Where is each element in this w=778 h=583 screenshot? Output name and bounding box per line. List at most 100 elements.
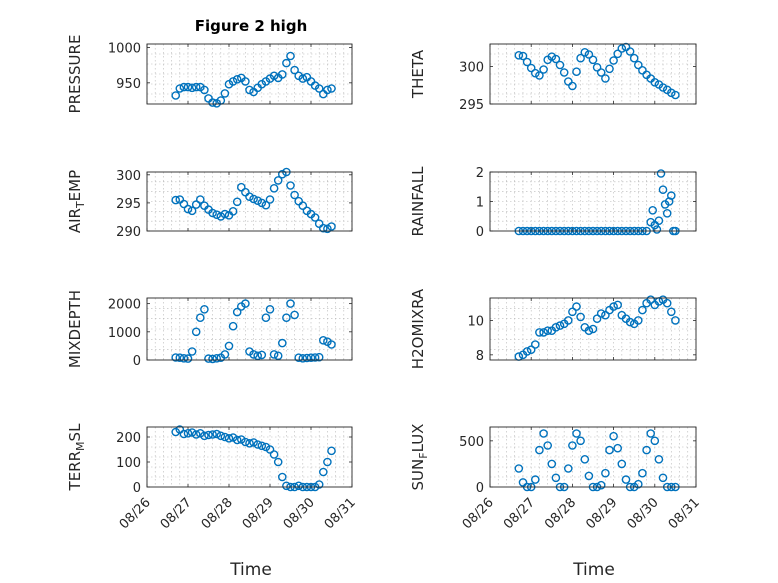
axes-frame (146, 43, 353, 105)
data-point (290, 310, 299, 320)
data-point (658, 185, 668, 194)
x-tick-label: 08/26 (460, 495, 497, 532)
data-point (658, 83, 668, 92)
data-point (183, 204, 193, 214)
data-point (306, 353, 316, 363)
y-axis-label: H2OMIXRA (409, 288, 427, 369)
data-point (596, 68, 606, 77)
data-point (514, 464, 524, 473)
y-tick-label: 8 (476, 349, 484, 364)
y-axis-label: THETA (409, 49, 427, 99)
data-point (228, 77, 238, 86)
data-point (269, 183, 279, 193)
data-point (576, 436, 585, 446)
y-tick-label: 290 (116, 225, 141, 240)
data-point (588, 55, 598, 65)
data-point (539, 328, 548, 337)
data-point (187, 428, 197, 437)
data-point (195, 313, 205, 323)
data-point (522, 57, 532, 67)
y-tick-label: 2 (476, 166, 484, 181)
data-point (327, 446, 336, 456)
data-point (318, 467, 328, 477)
data-point (514, 51, 524, 60)
data-point (294, 353, 304, 363)
data-point (175, 353, 185, 363)
data-point (187, 206, 197, 216)
data-point (191, 200, 201, 209)
data-point (613, 49, 623, 59)
data-point (257, 350, 267, 360)
data-point (277, 472, 287, 482)
y-axis-label: PRESSURE (66, 35, 84, 114)
data-point (290, 190, 299, 200)
data-point (621, 475, 631, 484)
data-point (265, 195, 275, 204)
data-point (208, 430, 217, 439)
data-point (646, 429, 656, 438)
x-tick-label: 08/30 (281, 495, 318, 532)
plot-area (147, 427, 352, 487)
subplot-mixdepth: 0 1000 2000 MIXDEPTH (66, 290, 353, 369)
data-point (531, 340, 540, 349)
data-point (294, 481, 304, 491)
data-point (220, 350, 230, 359)
data-point (323, 85, 332, 95)
data-point (551, 322, 561, 332)
data-point (171, 91, 180, 100)
y-tick-label: 1000 (108, 42, 141, 57)
data-point (327, 340, 336, 349)
data-point (249, 350, 258, 359)
plot-area (490, 172, 696, 231)
data-point (522, 347, 532, 356)
data-point (265, 304, 275, 314)
subplot-air-temp: 290 295 300 AIRTEMP (66, 167, 353, 240)
data-point (572, 429, 581, 438)
y-tick-label: 200 (116, 431, 141, 446)
data-point (245, 85, 254, 95)
data-point (551, 54, 561, 64)
data-point (662, 208, 672, 218)
data-point (200, 431, 209, 441)
chart-title: Figure 2 high (195, 17, 308, 35)
data-point (667, 307, 676, 317)
data-point (220, 209, 230, 219)
axes-frame (489, 43, 697, 105)
plot-area (147, 298, 352, 360)
axes-frame (146, 297, 353, 361)
data-point (609, 302, 618, 311)
data-point (236, 182, 246, 192)
data-point (179, 429, 189, 439)
subplot-terr-msl: 0 100 200 TERRMSL 08/26 08/27 08/28 08/29 08/30 0… (66, 423, 359, 532)
data-point (224, 433, 234, 443)
data-point (282, 58, 291, 68)
data-point (568, 441, 577, 450)
axes-frame (146, 171, 353, 232)
y-tick-label: 0 (476, 225, 484, 240)
data-point (547, 52, 557, 62)
data-point (535, 71, 544, 80)
data-point (568, 307, 577, 317)
data-point (216, 212, 226, 221)
data-point (241, 437, 250, 447)
data-point (609, 56, 618, 65)
data-point (531, 68, 540, 78)
data-point (634, 316, 643, 325)
data-point (318, 335, 328, 345)
data-point (559, 68, 569, 77)
data-point (596, 480, 606, 490)
data-point (648, 205, 658, 215)
data-point (609, 431, 618, 441)
data-point (535, 445, 544, 455)
data-point (535, 328, 544, 337)
data-point (228, 206, 238, 216)
data-point (613, 300, 623, 310)
data-point (286, 51, 295, 61)
x-tick-label: 08/29 (583, 495, 620, 532)
data-point (273, 351, 283, 361)
axes-frame (146, 426, 353, 488)
data-point (576, 53, 585, 63)
data-point (656, 169, 666, 178)
y-tick-label: 0 (133, 354, 141, 369)
y-axis-label: TERRMSL (66, 423, 87, 492)
